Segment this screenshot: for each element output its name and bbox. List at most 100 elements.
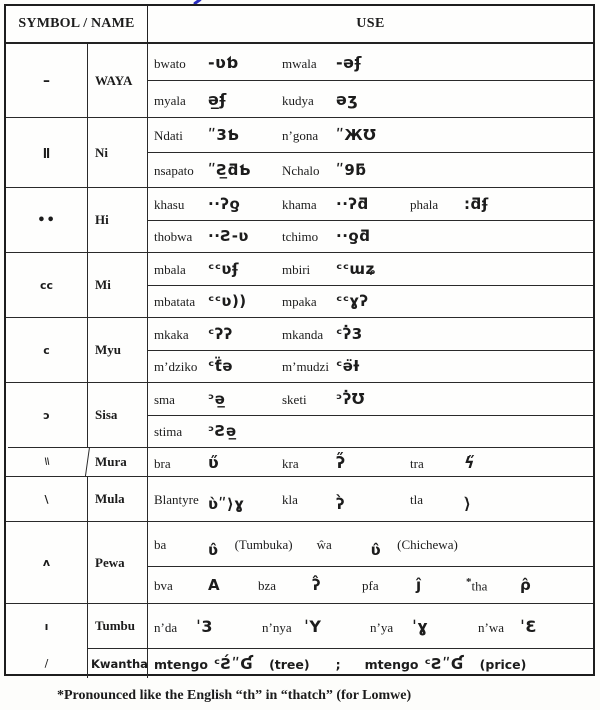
word-glyph-pair: Ndati ʺ3Ƅ	[154, 126, 282, 144]
use-word: bwato	[154, 55, 186, 71]
symbol-mi: cc	[6, 252, 88, 317]
use-line: n’da ˈ3 n’nya ˈY n’ya ˈɣ n’wa ˈƐ	[148, 604, 593, 648]
use-word: nsapato	[154, 163, 194, 178]
use-word: mtengo	[154, 656, 208, 672]
table-row-tumbu: ı Tumbu n’da ˈ3 n’nya ˈY n’ya ˈɣ n’wa ˈƐ	[6, 603, 593, 648]
use-word: *tha	[466, 576, 488, 594]
use-cell-waya: bwato -ʋƅ mwala -ǝʄ myala ǝ̲ʄ kudya ǝʒ	[148, 44, 593, 117]
use-cell-sisa: sma ᵓǝ̲ sketi ᵓʔ̇Ʊ stima ᵓƧǝ̲	[148, 382, 593, 447]
word-glyph-pair: khasu ··ʔƍ	[154, 195, 282, 213]
table-row-ni: ǁ Ni Ndati ʺ3Ƅ n’gona ʺЖƱ nsapato ʺƧ̲ƌƄ Nchalo ʺ9…	[6, 117, 593, 187]
word-glyph-pair: nsapato ʺƧ̲ƌƄ	[154, 161, 282, 179]
footnote-star: *	[466, 576, 472, 589]
word-glyph-pair: Nchalo ʺ9ƃ	[282, 161, 410, 179]
language-note: (Chichewa)	[397, 537, 458, 553]
script-glyph: ··ʔƌ	[336, 194, 369, 213]
word-glyph-pair: tla ⟩̀	[410, 490, 538, 513]
word-glyph-pair: myala ǝ̲ʄ	[154, 90, 282, 109]
use-word: mtengo	[364, 656, 419, 672]
script-glyph: ᶜǝ̈Ɨ	[336, 357, 360, 376]
use-word: bra	[154, 455, 171, 471]
use-line: mbala ᶜᶜʋʄ mbiri ᶜᶜɯʑ	[148, 253, 593, 285]
use-word: tla	[410, 492, 423, 507]
use-cell-tumbu: n’da ˈ3 n’nya ˈY n’ya ˈɣ n’wa ˈƐ	[148, 603, 593, 648]
use-word: bva	[154, 578, 173, 594]
script-glyph: ᶜᶜɯʑ	[336, 259, 377, 278]
language-note: (Tumbuka)	[234, 537, 293, 553]
script-use-table: SYMBOL / NAME USE – WAYA bwato -ʋƅ mwala -ǝʄ m…	[3, 4, 595, 678]
word-glyph-pair: mkanda ᶜʔ̇3	[282, 325, 410, 343]
name-ni: Ni	[88, 117, 148, 187]
use-line: Ndati ʺ3Ƅ n’gona ʺЖƱ	[148, 118, 593, 152]
script-glyph: ʋ̀ʺ⟩ɣ	[208, 495, 245, 513]
script-glyph: ˈɣ	[412, 616, 429, 636]
use-line: thobwa ··Ƨ-ʋ tchimo ··ƍƌ	[148, 219, 593, 253]
symbol-tumbu: ı	[6, 603, 88, 648]
script-glyph: ⟩̀	[464, 495, 472, 513]
use-word: Blantyre	[154, 492, 199, 507]
use-word: mkaka	[154, 326, 189, 342]
script-glyph: ᶜƧʺƓ	[424, 654, 464, 673]
use-line: khasu ··ʔƍ khama ··ʔƌ phala:ƌʄ	[148, 188, 593, 220]
table-header-row: SYMBOL / NAME USE	[6, 6, 593, 44]
use-word: mkanda	[282, 326, 324, 342]
use-line: bra ʋ̋ kra ʔ̋ tra ϟ̋	[148, 448, 593, 476]
script-glyph: ϟ̋	[464, 452, 476, 472]
use-word: myala	[154, 92, 186, 108]
use-word: mbatata	[154, 294, 196, 310]
script-glyph: ˈ3	[196, 616, 214, 636]
name-mula: Mula	[88, 476, 148, 521]
word-glyph-pair: pfa ĵ	[362, 576, 466, 594]
script-glyph: ʺ3Ƅ	[208, 126, 240, 144]
use-line: myala ǝ̲ʄ kudya ǝʒ	[148, 80, 593, 117]
word-glyph-pair: mbatata ᶜᶜʋ))	[154, 292, 282, 310]
word-glyph-pair: m’dziko ᶜƭ̈ǝ	[154, 357, 282, 375]
table-row-waya: – WAYA bwato -ʋƅ mwala -ǝʄ myala ǝ̲ʄ kudya ǝʒ	[6, 44, 593, 117]
use-word: phala	[410, 196, 439, 212]
use-word: n’ya	[370, 619, 394, 635]
word-glyph-pair: bva A	[154, 576, 258, 594]
script-glyph: -ǝʄ	[336, 52, 362, 72]
script-glyph: ᵓƧǝ̲	[208, 422, 237, 441]
use-word: m’mudzi	[282, 359, 329, 375]
use-cell-mula: Blantyre ʋ̀ʺ⟩ɣ kla ʔ̀ tla ⟩̀	[148, 476, 593, 521]
word-glyph-pair: mtengo ᶜƧʺƓ (price)	[365, 655, 527, 673]
use-line: m’dziko ᶜƭ̈ǝ m’mudzi ᶜǝ̈Ɨ	[148, 349, 593, 383]
script-glyph: ǝʒ	[336, 89, 359, 109]
word-glyph-pair: Blantyre ʋ̀ʺ⟩ɣ	[154, 490, 282, 513]
script-glyph: ᶜƭ̈ǝ	[208, 357, 234, 376]
table-row-hi: •• Hi khasu ··ʔƍ khama ··ʔƌ phala:ƌʄ thobwa ··Ƨ-…	[6, 187, 593, 252]
script-glyph: ᵓǝ̲	[208, 389, 226, 408]
use-line: nsapato ʺƧ̲ƌƄ Nchalo ʺ9ƃ	[148, 152, 593, 187]
use-word: n’wa	[478, 619, 504, 635]
script-glyph: -ʋƅ	[208, 52, 239, 72]
word-glyph-pair: khama ··ʔƌ	[282, 195, 410, 213]
footnote-text: *Pronounced like the English “th” in “th…	[57, 688, 412, 703]
script-glyph: ρ̂	[520, 576, 532, 595]
word-glyph-pair: ba ʋ̂ (Tumbuka)	[154, 535, 293, 559]
word-glyph-pair: *tha ρ̂	[466, 576, 570, 594]
word-glyph-pair: kra ʔ̋	[282, 453, 410, 472]
name-waya: WAYA	[88, 44, 148, 117]
use-word: thobwa	[154, 229, 193, 245]
script-glyph: ··ƍƌ	[336, 227, 371, 246]
use-cell-ni: Ndati ʺ3Ƅ n’gona ʺЖƱ nsapato ʺƧ̲ƌƄ Nchalo ʺ9ƃ	[148, 117, 593, 187]
word-glyph-pair: mpaka ᶜᶜɣʔ	[282, 292, 410, 310]
word-glyph-pair: tra ϟ̋	[410, 453, 538, 472]
symbol-myu: c	[6, 317, 88, 382]
script-glyph: ᶜʔʔ	[208, 324, 233, 343]
use-word: mbala	[154, 261, 186, 277]
script-glyph: A	[208, 576, 221, 595]
word-glyph-pair: n’da ˈ3	[154, 617, 262, 636]
word-glyph-pair: kudya ǝʒ	[282, 90, 410, 109]
name-kwantha: Kwantha	[88, 648, 148, 678]
use-word: sma	[154, 391, 175, 407]
script-glyph: ʋ̋	[208, 452, 220, 472]
table-row-mi: cc Mi mbala ᶜᶜʋʄ mbiri ᶜᶜɯʑ mbatata ᶜᶜʋ)) mpaka ᶜ…	[6, 252, 593, 317]
use-line: bwato -ʋƅ mwala -ǝʄ	[148, 44, 593, 80]
symbol-pewa: ʌ	[6, 521, 88, 603]
script-glyph: ʔ̂	[312, 576, 322, 595]
name-pewa: Pewa	[88, 521, 148, 603]
